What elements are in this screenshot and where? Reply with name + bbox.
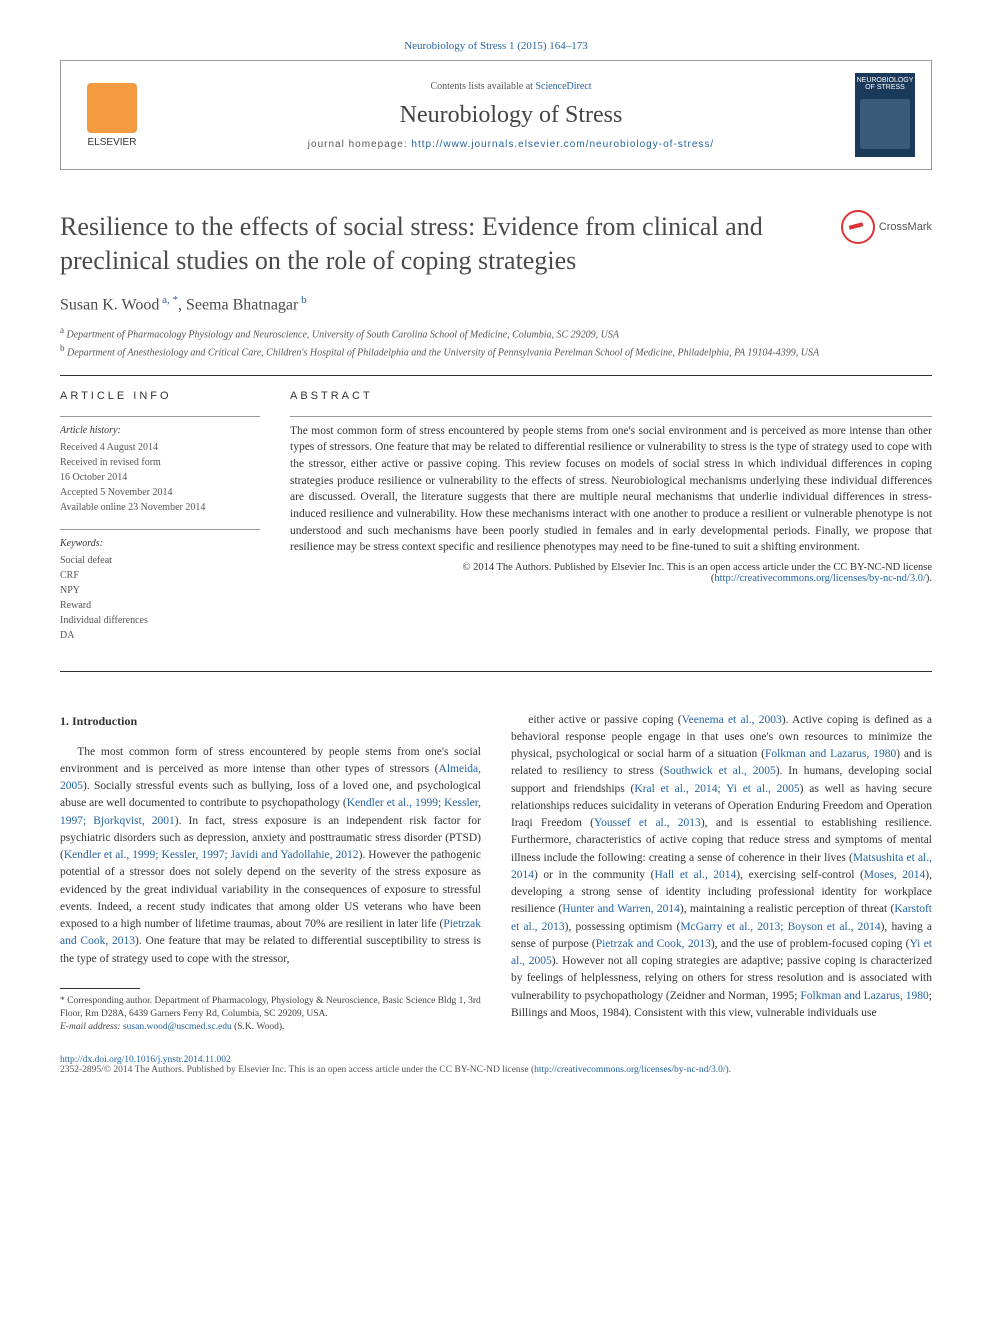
cover-image-icon xyxy=(860,99,910,149)
bottom-metadata: http://dx.doi.org/10.1016/j.ynstr.2014.1… xyxy=(60,1055,932,1075)
copyright-line: © 2014 The Authors. Published by Elsevie… xyxy=(290,562,932,584)
ref-link[interactable]: Kendler et al., 1999; Kessler, 1997; Bjo… xyxy=(60,797,481,826)
license-link[interactable]: http://creativecommons.org/licenses/by-n… xyxy=(714,573,926,584)
author-list: Susan K. Wood a, *, Seema Bhatnagar b xyxy=(60,294,932,314)
crossmark-icon xyxy=(841,210,875,244)
email-suffix: (S.K. Wood). xyxy=(232,1022,285,1032)
keyword: NPY xyxy=(60,583,260,598)
sciencedirect-link[interactable]: ScienceDirect xyxy=(535,81,591,92)
homepage-prefix: journal homepage: xyxy=(308,139,412,150)
ref-link[interactable]: McGarry et al., 2013; Boyson et al., 201… xyxy=(680,921,880,933)
doi-link[interactable]: http://dx.doi.org/10.1016/j.ynstr.2014.1… xyxy=(60,1055,231,1065)
column-right: either active or passive coping (Veenema… xyxy=(511,712,932,1035)
author-1: Susan K. Wood xyxy=(60,296,159,313)
bottom-close: ). xyxy=(726,1065,732,1075)
section-heading-intro: 1. Introduction xyxy=(60,712,481,730)
ref-link[interactable]: Moses, 2014 xyxy=(864,869,925,881)
contents-line: Contents lists available at ScienceDirec… xyxy=(167,81,855,92)
journal-name: Neurobiology of Stress xyxy=(167,102,855,129)
email-label: E-mail address: xyxy=(60,1022,123,1032)
affiliation-a: Department of Pharmacology Physiology an… xyxy=(67,329,620,340)
intro-paragraph-left: The most common form of stress encounter… xyxy=(60,744,481,968)
revised-date: 16 October 2014 xyxy=(60,470,260,485)
column-left: 1. Introduction The most common form of … xyxy=(60,712,481,1035)
keyword: DA xyxy=(60,628,260,643)
revised-label: Received in revised form xyxy=(60,455,260,470)
contents-prefix: Contents lists available at xyxy=(430,81,535,92)
divider xyxy=(60,671,932,672)
journal-cover-thumbnail: NEUROBIOLOGY OF STRESS xyxy=(855,73,915,157)
top-citation: Neurobiology of Stress 1 (2015) 164–173 xyxy=(60,40,932,52)
ref-link[interactable]: Pietrzak and Cook, 2013 xyxy=(60,918,481,947)
body-text: 1. Introduction The most common form of … xyxy=(60,712,932,1035)
bottom-license-link[interactable]: http://creativecommons.org/licenses/by-n… xyxy=(534,1065,725,1075)
ref-link[interactable]: Kendler et al., 1999; Kessler, 1997; Jav… xyxy=(64,849,359,861)
ref-link[interactable]: Southwick et al., 2005 xyxy=(664,765,776,777)
elsevier-label: ELSEVIER xyxy=(88,137,137,148)
affiliation-b: Department of Anesthesiology and Critica… xyxy=(67,348,819,359)
author-2-sup: b xyxy=(298,294,306,306)
article-info-heading: ARTICLE INFO xyxy=(60,390,260,402)
abstract: ABSTRACT The most common form of stress … xyxy=(290,390,932,657)
abstract-text: The most common form of stress encounter… xyxy=(290,416,932,556)
cover-label: NEUROBIOLOGY OF STRESS xyxy=(857,77,914,91)
elsevier-tree-icon xyxy=(87,83,137,133)
ref-link[interactable]: Veenema et al., 2003 xyxy=(682,714,782,726)
online-date: Available online 23 November 2014 xyxy=(60,500,260,515)
corresponding-author-footnote: * Corresponding author. Department of Ph… xyxy=(60,995,481,1022)
homepage-line: journal homepage: http://www.journals.el… xyxy=(167,139,855,150)
footnote-separator xyxy=(60,988,140,989)
keyword: Social defeat xyxy=(60,553,260,568)
crossmark-badge[interactable]: CrossMark xyxy=(841,210,932,244)
keyword: CRF xyxy=(60,568,260,583)
received-date: Received 4 August 2014 xyxy=(60,440,260,455)
homepage-url[interactable]: http://www.journals.elsevier.com/neurobi… xyxy=(411,139,714,150)
accepted-date: Accepted 5 November 2014 xyxy=(60,485,260,500)
author-1-sup: a, * xyxy=(159,294,178,306)
ref-link[interactable]: Pietrzak and Cook, 2013 xyxy=(596,938,711,950)
email-link[interactable]: susan.wood@uscmed.sc.edu xyxy=(123,1022,232,1032)
keywords-label: Keywords: xyxy=(60,536,260,551)
ref-link[interactable]: Hunter and Warren, 2014 xyxy=(562,903,680,915)
email-footnote: E-mail address: susan.wood@uscmed.sc.edu… xyxy=(60,1021,481,1034)
ref-link[interactable]: Folkman and Lazarus, 1980 xyxy=(765,748,896,760)
elsevier-logo: ELSEVIER xyxy=(77,75,147,155)
journal-header: ELSEVIER Contents lists available at Sci… xyxy=(60,60,932,170)
keyword: Reward xyxy=(60,598,260,613)
ref-link[interactable]: Hall et al., 2014 xyxy=(654,869,736,881)
author-sep: , xyxy=(178,296,186,313)
divider xyxy=(60,375,932,376)
ref-link[interactable]: Yi et al., 2005 xyxy=(511,938,932,967)
copyright-close: ). xyxy=(926,573,932,584)
author-2: Seema Bhatnagar xyxy=(186,296,298,313)
abstract-heading: ABSTRACT xyxy=(290,390,932,402)
history-label: Article history: xyxy=(60,423,260,438)
ref-link[interactable]: Yi et al., 2005 xyxy=(726,783,800,795)
article-title: Resilience to the effects of social stre… xyxy=(60,210,841,278)
issn-copyright: 2352-2895/© 2014 The Authors. Published … xyxy=(60,1065,534,1075)
ref-link[interactable]: Kral et al., 2014; Yi et al., 2005 xyxy=(634,783,799,795)
ref-link[interactable]: Youssef et al., 2013 xyxy=(594,817,701,829)
keyword: Individual differences xyxy=(60,613,260,628)
intro-paragraph-right: either active or passive coping (Veenema… xyxy=(511,712,932,1023)
article-info: ARTICLE INFO Article history: Received 4… xyxy=(60,390,260,657)
ref-link[interactable]: Almeida, 2005 xyxy=(60,763,481,792)
affiliations: a Department of Pharmacology Physiology … xyxy=(60,324,932,361)
crossmark-label: CrossMark xyxy=(879,221,932,233)
ref-link[interactable]: Folkman and Lazarus, 1980 xyxy=(800,990,928,1002)
